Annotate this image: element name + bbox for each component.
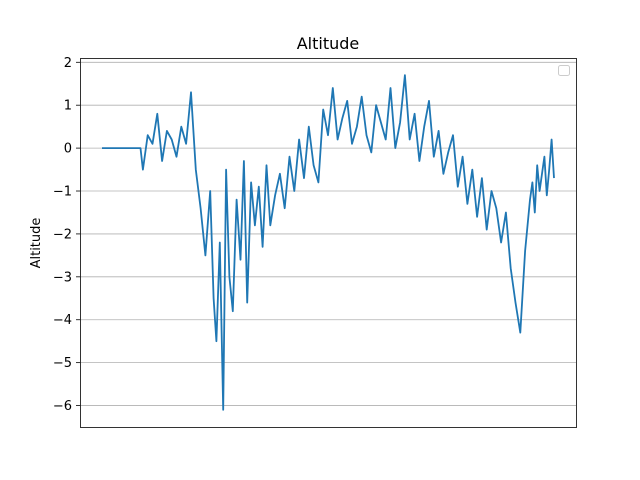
y-tick-label: −6 (53, 399, 72, 414)
y-tick-label: −3 (53, 270, 72, 285)
y-tick-label: −1 (53, 185, 72, 200)
y-tick-label: −5 (53, 356, 72, 371)
legend-box (558, 65, 570, 76)
y-tick-label: 2 (64, 56, 72, 71)
y-tick-label: −4 (53, 313, 72, 328)
y-tick-label: −2 (53, 227, 72, 242)
y-axis-ticks: 2 1 0 −1 −2 −3 −4 −5 −6 (53, 56, 80, 414)
y-axis-label: Altitude (29, 218, 44, 269)
chart-title: Altitude (297, 34, 360, 53)
y-tick-label: 1 (64, 99, 72, 114)
y-tick-label: 0 (64, 142, 72, 157)
plot-frame (80, 58, 577, 428)
grid-lines (80, 61, 576, 406)
series-line (102, 74, 555, 411)
